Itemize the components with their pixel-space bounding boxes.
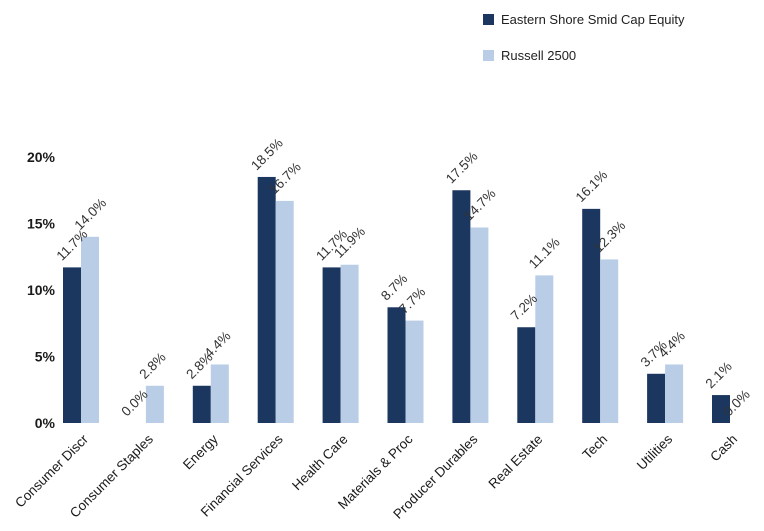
x-tick-label-utilities: Utilities [634,431,676,473]
bar-eastern-shore-cash [712,395,730,423]
legend-swatch-eastern-shore [483,13,494,25]
data-label-eastern-shore-financial-services: 18.5% [248,135,286,173]
bar-eastern-shore-producer-durables [452,190,471,423]
data-label-eastern-shore-cash: 2.1% [703,359,735,391]
bar-eastern-shore-financial-services [257,176,276,423]
bar-eastern-shore-tech [582,208,601,423]
data-label-eastern-shore-tech: 16.1% [573,167,611,205]
y-tick-label-0: 0% [35,415,56,431]
legend: Eastern Shore Smid Cap Equity Russell 25… [483,10,685,82]
legend-label-russell-2500: Russell 2500 [501,47,577,63]
bar-russell-2500-real-estate [535,275,554,423]
y-tick-label-15: 15% [27,216,56,232]
y-tick-label-5: 5% [35,349,56,365]
bar-russell-2500-consumer-staples [145,385,164,423]
bar-eastern-shore-energy [192,385,211,423]
y-tick-label-20: 20% [27,149,56,165]
x-tick-label-health-care: Health Care [289,432,351,494]
bar-russell-2500-producer-durables [470,227,489,423]
legend-item-russell-2500: Russell 2500 [483,46,685,64]
legend-swatch-russell-2500 [483,49,494,61]
data-label-russell-2500-utilities: 4.4% [656,328,688,360]
x-tick-label-real-estate: Real Estate [485,432,545,492]
bar-russell-2500-tech [600,259,619,423]
bar-eastern-shore-consumer-discr [63,267,81,423]
bar-eastern-shore-materials-and-proc [387,307,406,423]
x-tick-label-tech: Tech [580,432,611,463]
y-tick-label-10: 10% [27,282,56,298]
data-label-russell-2500-consumer-staples: 2.8% [136,350,168,382]
bar-eastern-shore-real-estate [517,327,536,423]
bar-russell-2500-financial-services [275,200,294,423]
bars [63,176,730,423]
data-label-eastern-shore-producer-durables: 17.5% [443,149,481,187]
data-label-russell-2500-cash: 0.0% [721,387,753,419]
bar-eastern-shore-health-care [322,267,341,423]
data-label-russell-2500-energy: 4.4% [201,328,233,360]
bar-russell-2500-health-care [340,264,359,423]
bar-russell-2500-materials-and-proc [405,320,424,423]
legend-label-eastern-shore: Eastern Shore Smid Cap Equity [501,11,685,27]
data-label-russell-2500-real-estate: 11.1% [526,235,563,272]
bar-russell-2500-consumer-discr [81,236,99,423]
bar-russell-2500-energy [210,364,229,423]
x-tick-label-cash: Cash [707,432,740,465]
y-axis: 0% 5% 10% 15% 20% [27,149,56,431]
bar-russell-2500-utilities [665,364,684,423]
legend-item-eastern-shore: Eastern Shore Smid Cap Equity [483,10,685,28]
data-label-russell-2500-consumer-discr: 14.0% [72,195,110,233]
x-tick-label-energy: Energy [180,431,221,472]
bar-eastern-shore-utilities [647,373,666,423]
